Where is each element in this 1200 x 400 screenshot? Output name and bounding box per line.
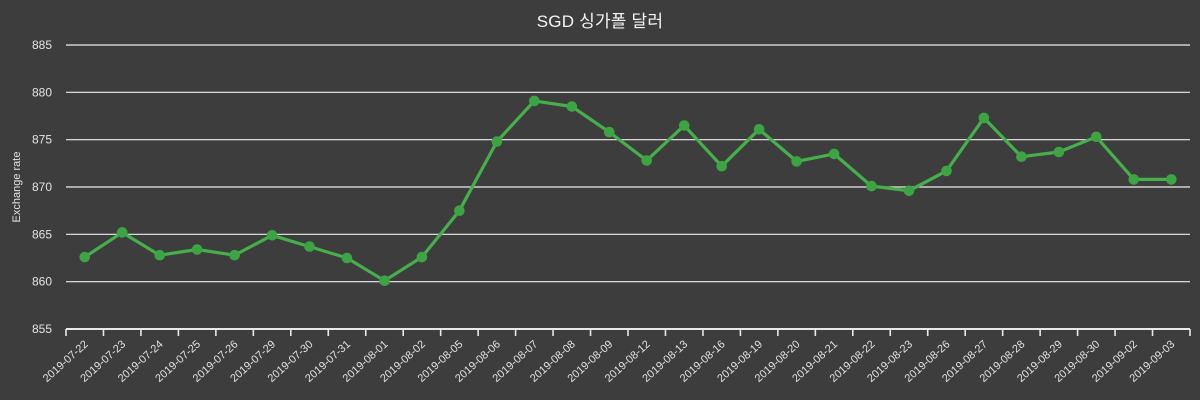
data-point[interactable] <box>828 148 840 160</box>
data-point[interactable] <box>678 120 690 131</box>
data-point[interactable] <box>229 249 240 261</box>
data-point[interactable] <box>716 160 727 172</box>
series-line <box>83 99 1173 283</box>
data-point[interactable] <box>416 251 428 263</box>
data-point[interactable] <box>454 205 465 216</box>
data-point[interactable] <box>941 165 952 177</box>
data-point[interactable] <box>791 156 802 167</box>
data-point[interactable] <box>978 112 990 124</box>
data-point[interactable] <box>1128 174 1140 185</box>
chart-title: SGD 싱가폴 달러 <box>536 12 664 31</box>
data-point[interactable] <box>191 244 203 255</box>
data-point[interactable] <box>641 155 652 166</box>
y-tick-label: 885 <box>32 38 52 52</box>
data-point[interactable] <box>1091 131 1102 143</box>
data-point[interactable] <box>116 227 128 238</box>
data-point[interactable] <box>79 251 90 263</box>
y-tick-label: 870 <box>32 180 52 194</box>
data-point[interactable] <box>1053 146 1065 158</box>
data-point[interactable] <box>341 252 353 264</box>
data-point[interactable] <box>154 249 165 261</box>
data-point[interactable] <box>753 124 765 135</box>
y-tick-label: 860 <box>32 275 52 289</box>
y-tick-label: 865 <box>32 227 52 241</box>
data-point[interactable] <box>903 185 915 197</box>
data-point[interactable] <box>529 95 540 107</box>
data-point[interactable] <box>266 230 278 241</box>
data-point[interactable] <box>866 180 877 192</box>
y-tick-label: 855 <box>32 322 52 336</box>
data-point[interactable] <box>604 126 615 138</box>
data-point[interactable] <box>491 136 503 147</box>
data-point[interactable] <box>304 241 315 252</box>
data-point[interactable] <box>1166 174 1177 185</box>
data-point[interactable] <box>379 275 390 287</box>
y-tick-label: 880 <box>32 85 52 99</box>
data-point[interactable] <box>1016 151 1027 162</box>
data-point[interactable] <box>566 101 578 112</box>
y-tick-label: 875 <box>32 133 52 147</box>
